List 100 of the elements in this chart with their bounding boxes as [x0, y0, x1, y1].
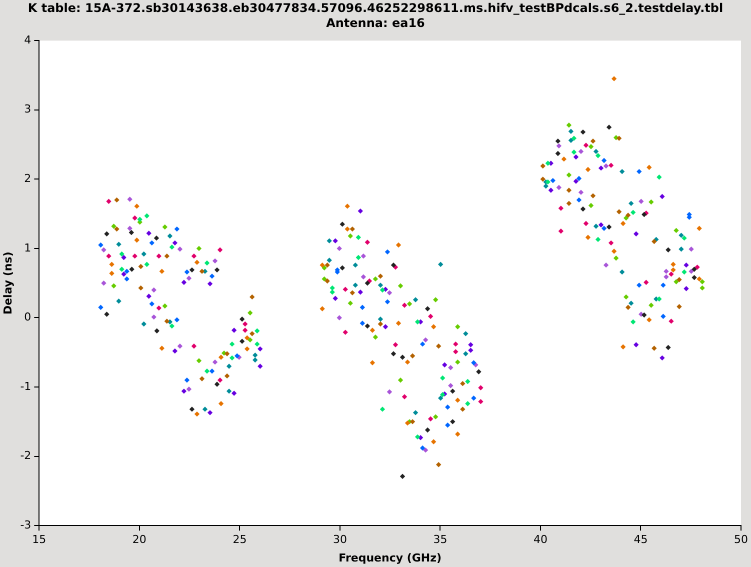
- point: [556, 184, 562, 190]
- point: [252, 352, 258, 358]
- point: [156, 253, 162, 259]
- point: [240, 338, 245, 344]
- point: [668, 271, 674, 277]
- point: [580, 206, 586, 212]
- point: [169, 323, 175, 329]
- point: [390, 351, 396, 356]
- point: [478, 398, 484, 404]
- point: [360, 274, 366, 280]
- point: [181, 388, 187, 394]
- point: [250, 294, 255, 300]
- point: [636, 168, 642, 174]
- point: [151, 314, 156, 320]
- point: [364, 280, 370, 286]
- point: [666, 247, 671, 252]
- point: [322, 265, 327, 270]
- point: [601, 226, 607, 231]
- point: [169, 244, 175, 250]
- point: [106, 198, 112, 204]
- point: [438, 262, 444, 267]
- point: [620, 344, 626, 350]
- y-tick-label: 3: [24, 102, 32, 116]
- point: [682, 235, 687, 241]
- point: [390, 262, 396, 268]
- point: [119, 266, 124, 272]
- point: [146, 230, 152, 236]
- point: [400, 354, 406, 360]
- point: [620, 220, 626, 226]
- point: [624, 215, 629, 221]
- point: [598, 165, 604, 171]
- point: [159, 346, 164, 351]
- point: [207, 410, 213, 416]
- point: [144, 262, 150, 267]
- point: [342, 286, 348, 292]
- point: [692, 274, 697, 280]
- point: [382, 324, 388, 330]
- x-axis-title: Frequency (GHz): [338, 551, 442, 564]
- point: [453, 349, 458, 354]
- point: [254, 328, 260, 334]
- point: [138, 264, 144, 270]
- point: [656, 296, 662, 302]
- point: [646, 164, 652, 170]
- point: [177, 246, 183, 252]
- point: [448, 365, 454, 370]
- point: [352, 262, 358, 268]
- point: [109, 262, 114, 267]
- point: [111, 224, 116, 229]
- point: [463, 351, 468, 356]
- point: [202, 406, 208, 412]
- point: [619, 168, 625, 174]
- x-tick-label: 20: [132, 533, 146, 546]
- point: [694, 264, 700, 270]
- point: [696, 226, 702, 231]
- point: [608, 162, 614, 168]
- point: [595, 236, 601, 242]
- point: [573, 154, 579, 160]
- point: [121, 271, 126, 277]
- point: [209, 368, 215, 374]
- point: [384, 299, 390, 304]
- point: [676, 304, 682, 310]
- point: [162, 224, 168, 230]
- point: [204, 260, 210, 266]
- point: [184, 269, 190, 275]
- point: [199, 376, 205, 382]
- point: [696, 276, 702, 282]
- point: [258, 364, 263, 369]
- point: [598, 222, 604, 228]
- point: [453, 341, 458, 347]
- point: [465, 401, 470, 406]
- point: [396, 320, 402, 326]
- y-tick-label: 0: [24, 310, 32, 324]
- point: [433, 297, 438, 302]
- point: [463, 331, 468, 336]
- point: [646, 317, 652, 322]
- point: [114, 226, 120, 232]
- point: [543, 184, 548, 189]
- point: [396, 242, 402, 248]
- point: [585, 234, 591, 240]
- y-tick-label: -1: [20, 380, 32, 393]
- point: [578, 190, 584, 195]
- point: [588, 202, 594, 208]
- x-tick-label: 35: [433, 533, 448, 546]
- point: [330, 290, 335, 295]
- point: [398, 378, 404, 383]
- point: [468, 348, 474, 353]
- point: [364, 240, 370, 245]
- point: [428, 416, 434, 422]
- point: [184, 378, 190, 383]
- point: [611, 248, 617, 254]
- point: [348, 300, 353, 306]
- point: [674, 228, 679, 234]
- x-tick-label: 45: [634, 533, 648, 546]
- point: [172, 348, 178, 354]
- point: [626, 304, 631, 310]
- point: [468, 342, 474, 348]
- point: [199, 268, 205, 274]
- point: [455, 324, 460, 330]
- point: [181, 280, 187, 286]
- point: [248, 310, 253, 316]
